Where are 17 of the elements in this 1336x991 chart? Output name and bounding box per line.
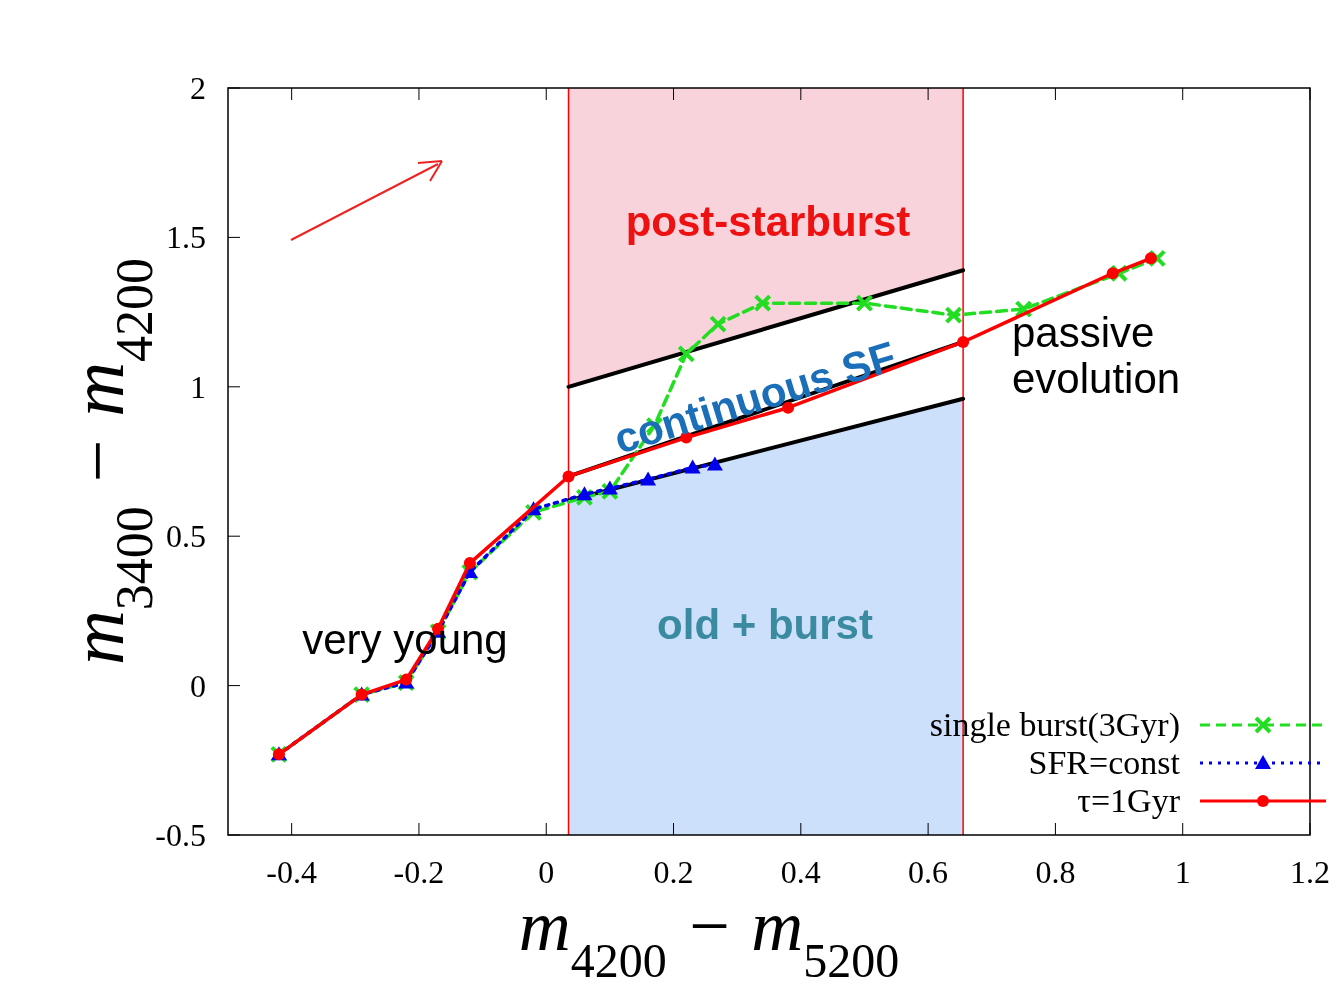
y-tick-label: -0.5 bbox=[155, 817, 206, 853]
x-tick-label: -0.4 bbox=[266, 854, 317, 890]
x-tick-label: -0.2 bbox=[393, 854, 445, 890]
y-tick-label: 1.5 bbox=[166, 219, 206, 256]
x-tick-label: 1.2 bbox=[1290, 854, 1330, 890]
legend-label: SFR=const bbox=[1028, 744, 1181, 781]
annotation: old + burst bbox=[657, 601, 873, 648]
annotation: post-starburst bbox=[625, 198, 911, 245]
x-tick-label: 0.6 bbox=[908, 854, 949, 890]
y-tick-label: 2 bbox=[190, 70, 206, 106]
y-tick-label: 0 bbox=[190, 667, 206, 704]
x-tick-label: 1 bbox=[1174, 854, 1191, 890]
y-tick-label: 1 bbox=[190, 368, 206, 405]
annotation: passive evolution bbox=[1012, 309, 1181, 402]
legend-label: τ=1Gyr bbox=[1077, 782, 1181, 819]
x-tick-label: 0.8 bbox=[1035, 854, 1076, 890]
y-tick-label: 0.5 bbox=[166, 518, 206, 555]
